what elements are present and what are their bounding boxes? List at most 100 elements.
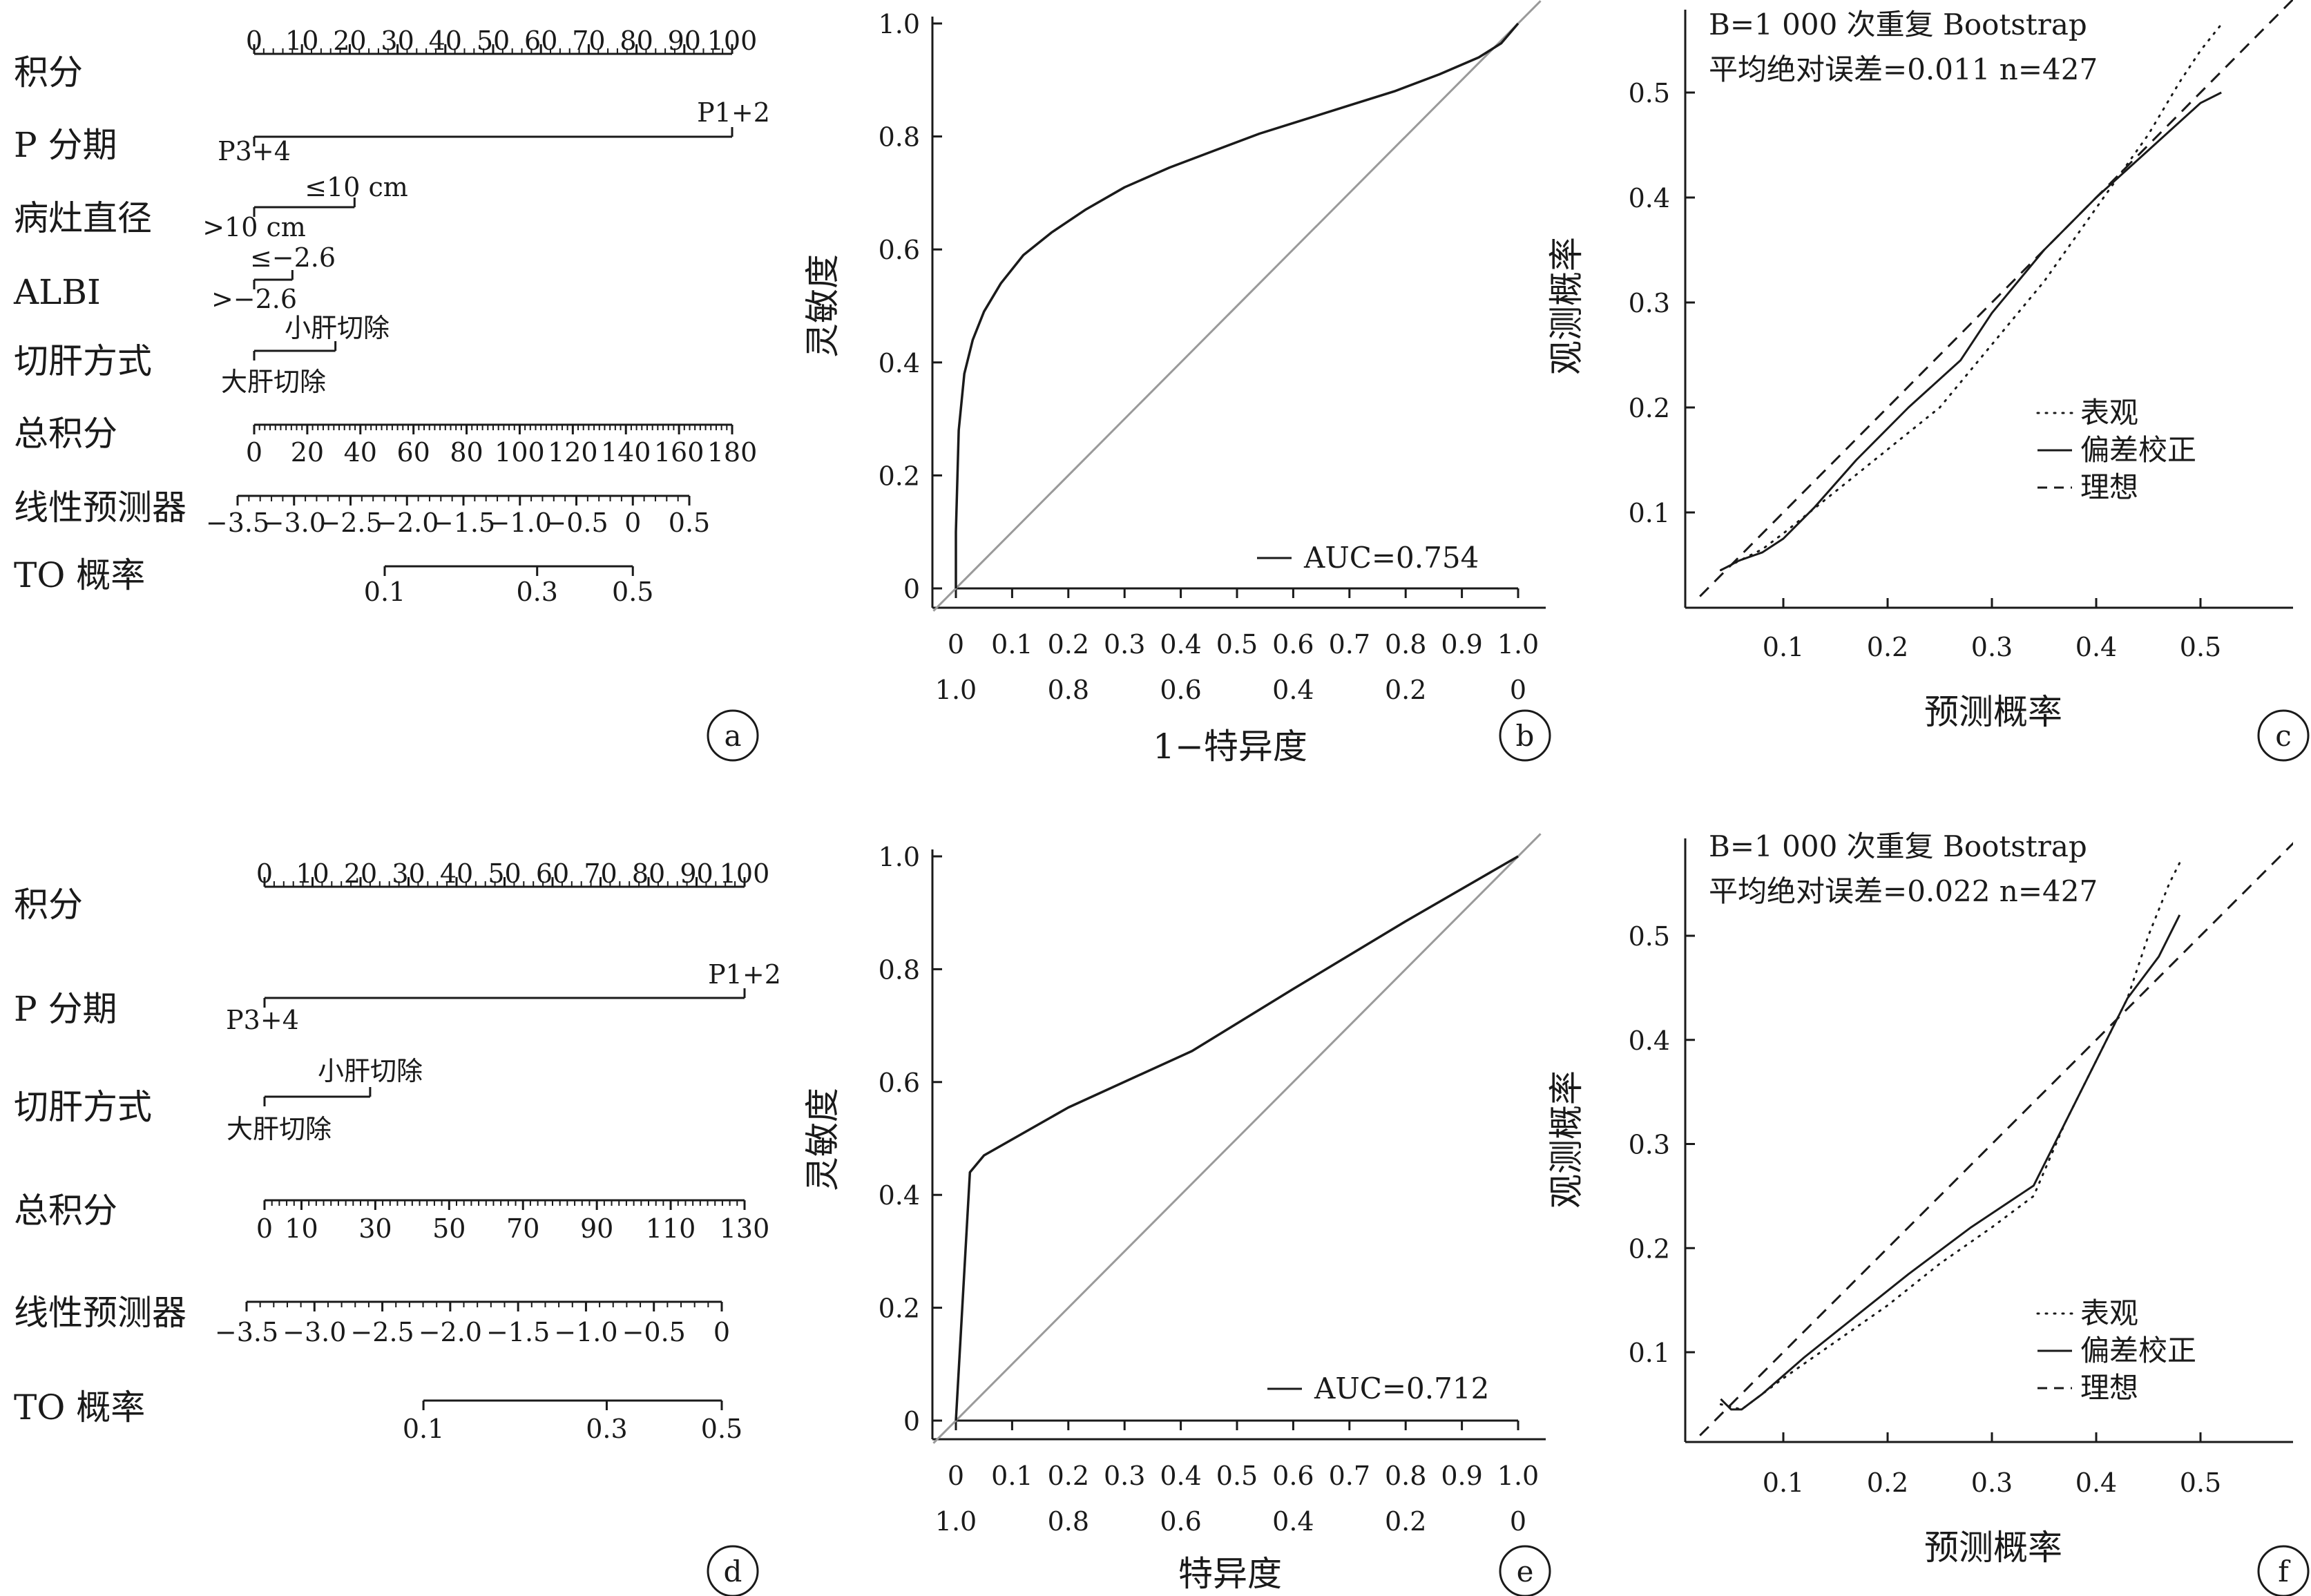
row-label: ALBI bbox=[13, 272, 101, 312]
x-tick-label-bottom: 0.6 bbox=[1160, 675, 1201, 705]
level-label: P3+4 bbox=[218, 136, 291, 166]
tick-label: 140 bbox=[601, 437, 651, 468]
tick-label: 80 bbox=[620, 26, 653, 56]
series-dashed bbox=[1699, 0, 2293, 597]
tick-label: 100 bbox=[707, 26, 758, 56]
x-tick-label: 0.1 bbox=[1763, 1468, 1804, 1498]
tick-label: 20 bbox=[333, 26, 366, 56]
y-tick-label: 1.0 bbox=[879, 842, 920, 872]
x-tick-label-bottom: 0.2 bbox=[1385, 675, 1426, 705]
y-tick-label: 0.2 bbox=[1629, 1233, 1670, 1264]
level-label: 小肝切除 bbox=[285, 313, 390, 343]
panel-badge-circle bbox=[1499, 709, 1551, 762]
row-label: 总积分 bbox=[14, 1191, 117, 1231]
legend-label: 表观 bbox=[2080, 396, 2138, 430]
roc-panel-b: 0 0.2 0.4 0.6 0.8 1.0 0 0.1 0.2 0.3 0.4 0.5 0.6 0.7 0.… bbox=[803, 0, 1551, 767]
x-tick-label-bottom: 1.0 bbox=[935, 1506, 977, 1537]
level-label: ≤10 cm bbox=[305, 172, 408, 202]
y-tick-label: 0.2 bbox=[1629, 393, 1670, 423]
panel-letter: f bbox=[2278, 1555, 2291, 1588]
level-label: P1+2 bbox=[708, 959, 781, 990]
x-tick-label-top: 0.4 bbox=[1160, 1461, 1201, 1491]
tick-label: 0.5 bbox=[669, 508, 710, 538]
panel-letter: c bbox=[2275, 719, 2292, 753]
x-tick-label-top: 0.9 bbox=[1441, 629, 1482, 660]
tick-label: −1.5 bbox=[432, 508, 495, 538]
y-tick-label: 0.2 bbox=[879, 1294, 920, 1324]
y-tick-label: 0.8 bbox=[879, 954, 920, 985]
tick-label: 0.3 bbox=[516, 577, 557, 607]
tick-label: 80 bbox=[632, 858, 665, 889]
y-tick-label: 0.6 bbox=[879, 235, 920, 265]
calibration-panel-f: 0.1 0.2 0.3 0.4 0.5 0.1 0.2 0.3 0.4 0.5 B=1 000 次重… bbox=[1546, 829, 2310, 1596]
tick-label: 30 bbox=[381, 26, 414, 56]
y-tick-label: 0.3 bbox=[1629, 1130, 1670, 1160]
x-tick-label-bottom: 0.2 bbox=[1385, 1506, 1426, 1537]
tick-label: −1.0 bbox=[554, 1317, 617, 1347]
mae-annotation: 平均绝对误差=0.011 n=427 bbox=[1709, 52, 2098, 86]
tick-label: 60 bbox=[524, 26, 557, 56]
x-tick-label-bottom: 0 bbox=[1510, 1506, 1526, 1537]
panel-letter: b bbox=[1516, 719, 1535, 753]
x-tick-label-top: 0.8 bbox=[1385, 629, 1426, 660]
row-label: P 分期 bbox=[14, 125, 117, 165]
tick-label: 180 bbox=[707, 437, 758, 468]
x-tick-label-top: 0.4 bbox=[1160, 629, 1201, 660]
tick-label: 20 bbox=[291, 437, 324, 468]
panel-badge-circle bbox=[707, 709, 759, 762]
tick-label: 90 bbox=[680, 858, 713, 889]
legend-label: 偏差校正 bbox=[2080, 1334, 2196, 1367]
panel-badge-circle bbox=[2257, 1545, 2310, 1596]
x-tick-label-top: 0.2 bbox=[1048, 629, 1089, 660]
row-label: TO 概率 bbox=[14, 555, 145, 595]
panel-badge-circle bbox=[707, 1545, 759, 1596]
tick-label: 70 bbox=[572, 26, 605, 56]
calibration-panel-c: 0.1 0.2 0.3 0.4 0.5 0.1 0.2 0.3 0.4 0.5 B=1 000 次重… bbox=[1546, 0, 2310, 762]
x-axis-title: 特异度 bbox=[1178, 1554, 1282, 1594]
x-tick-label-bottom: 0 bbox=[1510, 675, 1526, 705]
row-label: 线性预测器 bbox=[14, 488, 186, 528]
y-tick-label: 0.3 bbox=[1629, 288, 1670, 318]
y-tick-label: 0.4 bbox=[879, 348, 920, 378]
x-tick-label-top: 0.7 bbox=[1329, 1461, 1370, 1491]
roc-curve bbox=[955, 855, 1519, 1421]
tick-label: 40 bbox=[440, 858, 473, 889]
tick-label: 130 bbox=[720, 1213, 770, 1244]
tick-label: −0.5 bbox=[544, 508, 608, 538]
level-label: P1+2 bbox=[697, 97, 770, 128]
y-tick-label: 1.0 bbox=[879, 9, 920, 39]
x-tick-label: 0.5 bbox=[2180, 1468, 2221, 1498]
tick-label: 70 bbox=[584, 858, 617, 889]
tick-label: 0.1 bbox=[364, 577, 405, 607]
x-tick-label-top: 0.3 bbox=[1104, 1461, 1145, 1491]
bootstrap-annotation: B=1 000 次重复 Bootstrap bbox=[1709, 829, 2087, 863]
series-solid bbox=[1720, 914, 2181, 1411]
level-label: >10 cm bbox=[202, 212, 306, 242]
x-tick-label-bottom: 0.8 bbox=[1048, 1506, 1089, 1537]
y-tick-label: 0 bbox=[903, 574, 920, 604]
y-tick-label: 0.6 bbox=[879, 1068, 920, 1098]
x-tick-label-top: 0.1 bbox=[991, 1461, 1033, 1491]
panel-letter: a bbox=[724, 719, 741, 753]
y-tick-label: 0 bbox=[903, 1406, 920, 1436]
x-tick-label-top: 1.0 bbox=[1497, 1461, 1539, 1491]
tick-label: 0.3 bbox=[586, 1414, 627, 1444]
row-label: P 分期 bbox=[14, 989, 117, 1029]
x-tick-label-top: 0.9 bbox=[1441, 1461, 1482, 1491]
tick-label: −3.5 bbox=[215, 1317, 278, 1347]
y-axis-title: 观测概率 bbox=[1546, 237, 1586, 375]
x-axis-title: 预测概率 bbox=[1924, 1528, 2062, 1568]
x-tick-label: 0.5 bbox=[2180, 632, 2221, 662]
x-tick-label-top: 0.3 bbox=[1104, 629, 1145, 660]
x-tick-label-top: 0.5 bbox=[1216, 629, 1258, 660]
row-label: 总积分 bbox=[14, 414, 117, 454]
x-tick-label-bottom: 0.4 bbox=[1272, 675, 1314, 705]
series-solid bbox=[1720, 91, 2222, 571]
tick-label: 10 bbox=[296, 858, 329, 889]
tick-label: 30 bbox=[392, 858, 425, 889]
y-tick-label: 0.2 bbox=[879, 461, 920, 491]
x-tick-label-top: 0.7 bbox=[1329, 629, 1370, 660]
plot-area bbox=[1699, 842, 2293, 1436]
